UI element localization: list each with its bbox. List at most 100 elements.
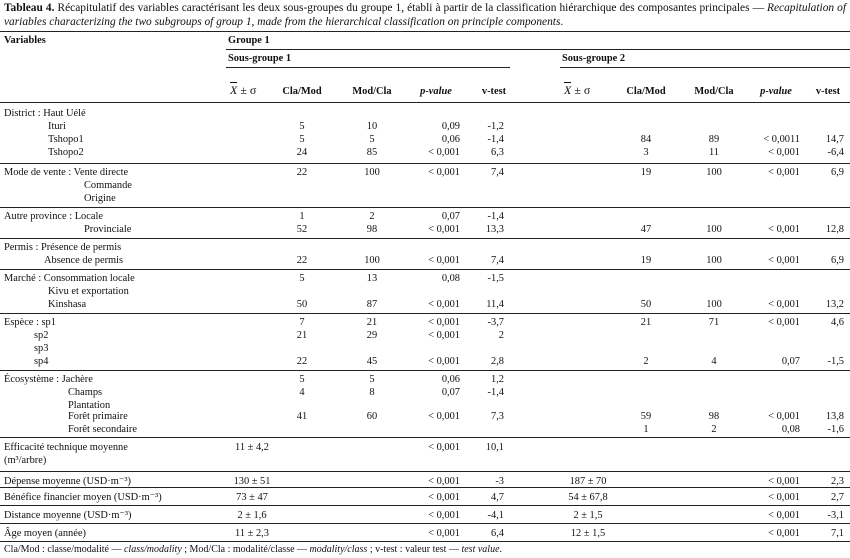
cell-sg2: 6,9 bbox=[831, 255, 844, 266]
group-separator bbox=[0, 505, 850, 506]
cell-sg1: 21 bbox=[296, 330, 308, 341]
summary-pvalue-sg1: < 0,001 bbox=[428, 510, 460, 521]
cell-sg1: 6,3 bbox=[491, 147, 504, 158]
caption-end: . bbox=[560, 15, 564, 28]
caption-text-fr: Récapitulatif des variables caractérisan… bbox=[54, 2, 768, 14]
cell-sg1: 21 bbox=[366, 317, 378, 328]
cell-sg1: 5 bbox=[299, 134, 305, 145]
top-rule bbox=[0, 31, 850, 32]
cell-sg2: -1,6 bbox=[827, 424, 844, 435]
summary-vtest-sg1: -4,1 bbox=[487, 510, 504, 521]
header-sous-groupe-2: Sous-groupe 2 bbox=[562, 53, 626, 64]
cell-sg1: 0,09 bbox=[441, 121, 460, 132]
cell-sg1: -1,2 bbox=[487, 121, 504, 132]
footnote-a: Cla/Mod : classe/modalité — bbox=[4, 544, 124, 555]
cell-sg2: 98 bbox=[708, 411, 720, 422]
cell-sg1: -1,4 bbox=[487, 211, 504, 222]
cell-sg2: 100 bbox=[706, 255, 722, 266]
summary-mean-sg1: 2 ± 1,6 bbox=[237, 510, 267, 521]
summary-vtest-sg1: 6,4 bbox=[491, 528, 504, 539]
footnote-b-en: modality/class bbox=[309, 544, 368, 555]
cell-sg1: 1 bbox=[299, 211, 305, 222]
summary-label-unit: (m³/arbre) bbox=[4, 455, 47, 466]
cell-sg1: 52 bbox=[296, 224, 308, 235]
group-separator bbox=[0, 487, 850, 488]
cell-sg2: 100 bbox=[706, 224, 722, 235]
cell-sg2: 14,7 bbox=[825, 134, 844, 145]
caption-text-en: Recapitulation of variables characterizi… bbox=[4, 2, 847, 28]
group-separator bbox=[0, 163, 850, 164]
summary-pvalue-sg1: < 0,001 bbox=[428, 476, 460, 487]
cell-sg1: 4 bbox=[299, 387, 305, 398]
summary-mean-sg1: 11 ± 4,2 bbox=[235, 442, 269, 453]
summary-mean-sg1: 11 ± 2,3 bbox=[235, 528, 269, 539]
cell-sg1: 7,4 bbox=[491, 255, 504, 266]
row-label: sp3 bbox=[34, 343, 49, 354]
header-mean-sd-2: X ± σ bbox=[564, 82, 590, 96]
cell-sg1: 60 bbox=[366, 411, 378, 422]
row-label: Forêt primaire bbox=[68, 411, 128, 422]
cell-sg1: -1,5 bbox=[487, 273, 504, 284]
cell-sg1: 5 bbox=[299, 273, 305, 284]
group-separator bbox=[0, 269, 850, 270]
cell-sg2: 6,9 bbox=[831, 167, 844, 178]
header-mod-cla-2: Mod/Cla bbox=[694, 86, 734, 97]
summary-vtest-sg2: 2,3 bbox=[831, 476, 844, 487]
summary-pvalue-sg2: < 0,001 bbox=[768, 510, 800, 521]
cell-sg2: 1 bbox=[643, 424, 649, 435]
summary-vtest-sg2: 7,1 bbox=[831, 528, 844, 539]
footnote-d: . bbox=[499, 544, 503, 555]
summary-mean-sg1: 130 ± 51 bbox=[233, 476, 271, 487]
cell-sg2: < 0,001 bbox=[768, 167, 800, 178]
summary-mean-sg2: 187 ± 70 bbox=[569, 476, 607, 487]
cell-sg2: 0,08 bbox=[781, 424, 800, 435]
cell-sg1: 22 bbox=[296, 356, 308, 367]
summary-vtest-sg1: 10,1 bbox=[485, 442, 504, 453]
summary-mean-sg2: 2 ± 1,5 bbox=[573, 510, 603, 521]
summary-label: Efficacité technique moyenne bbox=[4, 442, 128, 453]
row-label: Origine bbox=[84, 193, 116, 204]
cell-sg1: 7,3 bbox=[491, 411, 504, 422]
cell-sg1: 45 bbox=[366, 356, 378, 367]
row-label: Provinciale bbox=[84, 224, 132, 235]
cell-sg2: < 0,001 bbox=[768, 224, 800, 235]
cell-sg2: 21 bbox=[640, 317, 652, 328]
row-label: Mode de vente : Vente directe bbox=[4, 167, 129, 178]
cell-sg1: 41 bbox=[296, 411, 308, 422]
footnote-c-en: test value bbox=[461, 544, 500, 555]
footnote-a-en: class/modality bbox=[123, 544, 182, 555]
cell-sg2: 11 bbox=[708, 147, 719, 158]
header-vtest-2: v-test bbox=[815, 86, 841, 97]
summary-mean-sg1: 73 ± 47 bbox=[236, 492, 268, 503]
group-separator bbox=[0, 370, 850, 371]
row-label: sp4 bbox=[34, 356, 49, 367]
cell-sg2: 50 bbox=[640, 299, 652, 310]
cell-sg1: 10 bbox=[366, 121, 378, 132]
row-label: Kivu et exportation bbox=[48, 286, 129, 297]
group-separator bbox=[0, 523, 850, 524]
xbar-symbol: X bbox=[230, 82, 238, 97]
cell-sg1: 0,08 bbox=[441, 273, 460, 284]
cell-sg1: 85 bbox=[366, 147, 378, 158]
row-label: Tshopo1 bbox=[48, 134, 84, 145]
cell-sg1: 1,2 bbox=[491, 374, 504, 385]
row-label: sp2 bbox=[34, 330, 49, 341]
row-label: Forêt secondaire bbox=[68, 424, 137, 435]
row-label: Écosystème : Jachère bbox=[4, 374, 93, 385]
cell-sg2: -1,5 bbox=[827, 356, 844, 367]
cell-sg2: 3 bbox=[643, 147, 649, 158]
pm-symbol: ± σ bbox=[237, 83, 257, 97]
cell-sg2: 89 bbox=[708, 134, 720, 145]
cell-sg2: 19 bbox=[640, 255, 652, 266]
cell-sg1: -1,4 bbox=[487, 387, 504, 398]
cell-sg2: 100 bbox=[706, 299, 722, 310]
header-mean-sd-1: X ± σ bbox=[230, 82, 257, 97]
row-label: District : Haut Uélé bbox=[4, 108, 86, 119]
row-label: Commande bbox=[84, 180, 132, 191]
header-cla-mod-1: Cla/Mod bbox=[282, 86, 322, 97]
cell-sg1: 2 bbox=[498, 330, 504, 341]
cell-sg1: 0,07 bbox=[441, 211, 460, 222]
cell-sg2: 0,07 bbox=[781, 356, 800, 367]
header-sous-groupe-1: Sous-groupe 1 bbox=[228, 53, 292, 64]
cell-sg1: < 0,001 bbox=[428, 317, 460, 328]
